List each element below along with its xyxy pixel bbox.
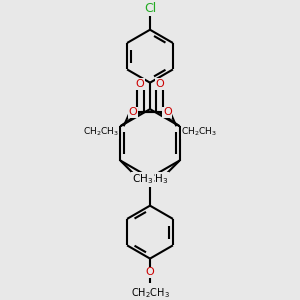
Text: CH$_2$CH$_3$: CH$_2$CH$_3$ [181, 126, 217, 138]
Text: CH$_3$: CH$_3$ [132, 172, 153, 186]
Text: Cl: Cl [144, 2, 156, 15]
Text: O: O [128, 107, 137, 117]
Text: CH$_2$CH$_3$: CH$_2$CH$_3$ [130, 286, 170, 300]
Text: O: O [163, 107, 172, 117]
Text: O: O [136, 79, 144, 88]
Text: O: O [146, 267, 154, 277]
Text: CH$_2$CH$_3$: CH$_2$CH$_3$ [83, 126, 119, 138]
Text: O: O [156, 79, 164, 88]
Text: CH$_3$: CH$_3$ [147, 172, 168, 186]
Text: N: N [145, 171, 155, 184]
